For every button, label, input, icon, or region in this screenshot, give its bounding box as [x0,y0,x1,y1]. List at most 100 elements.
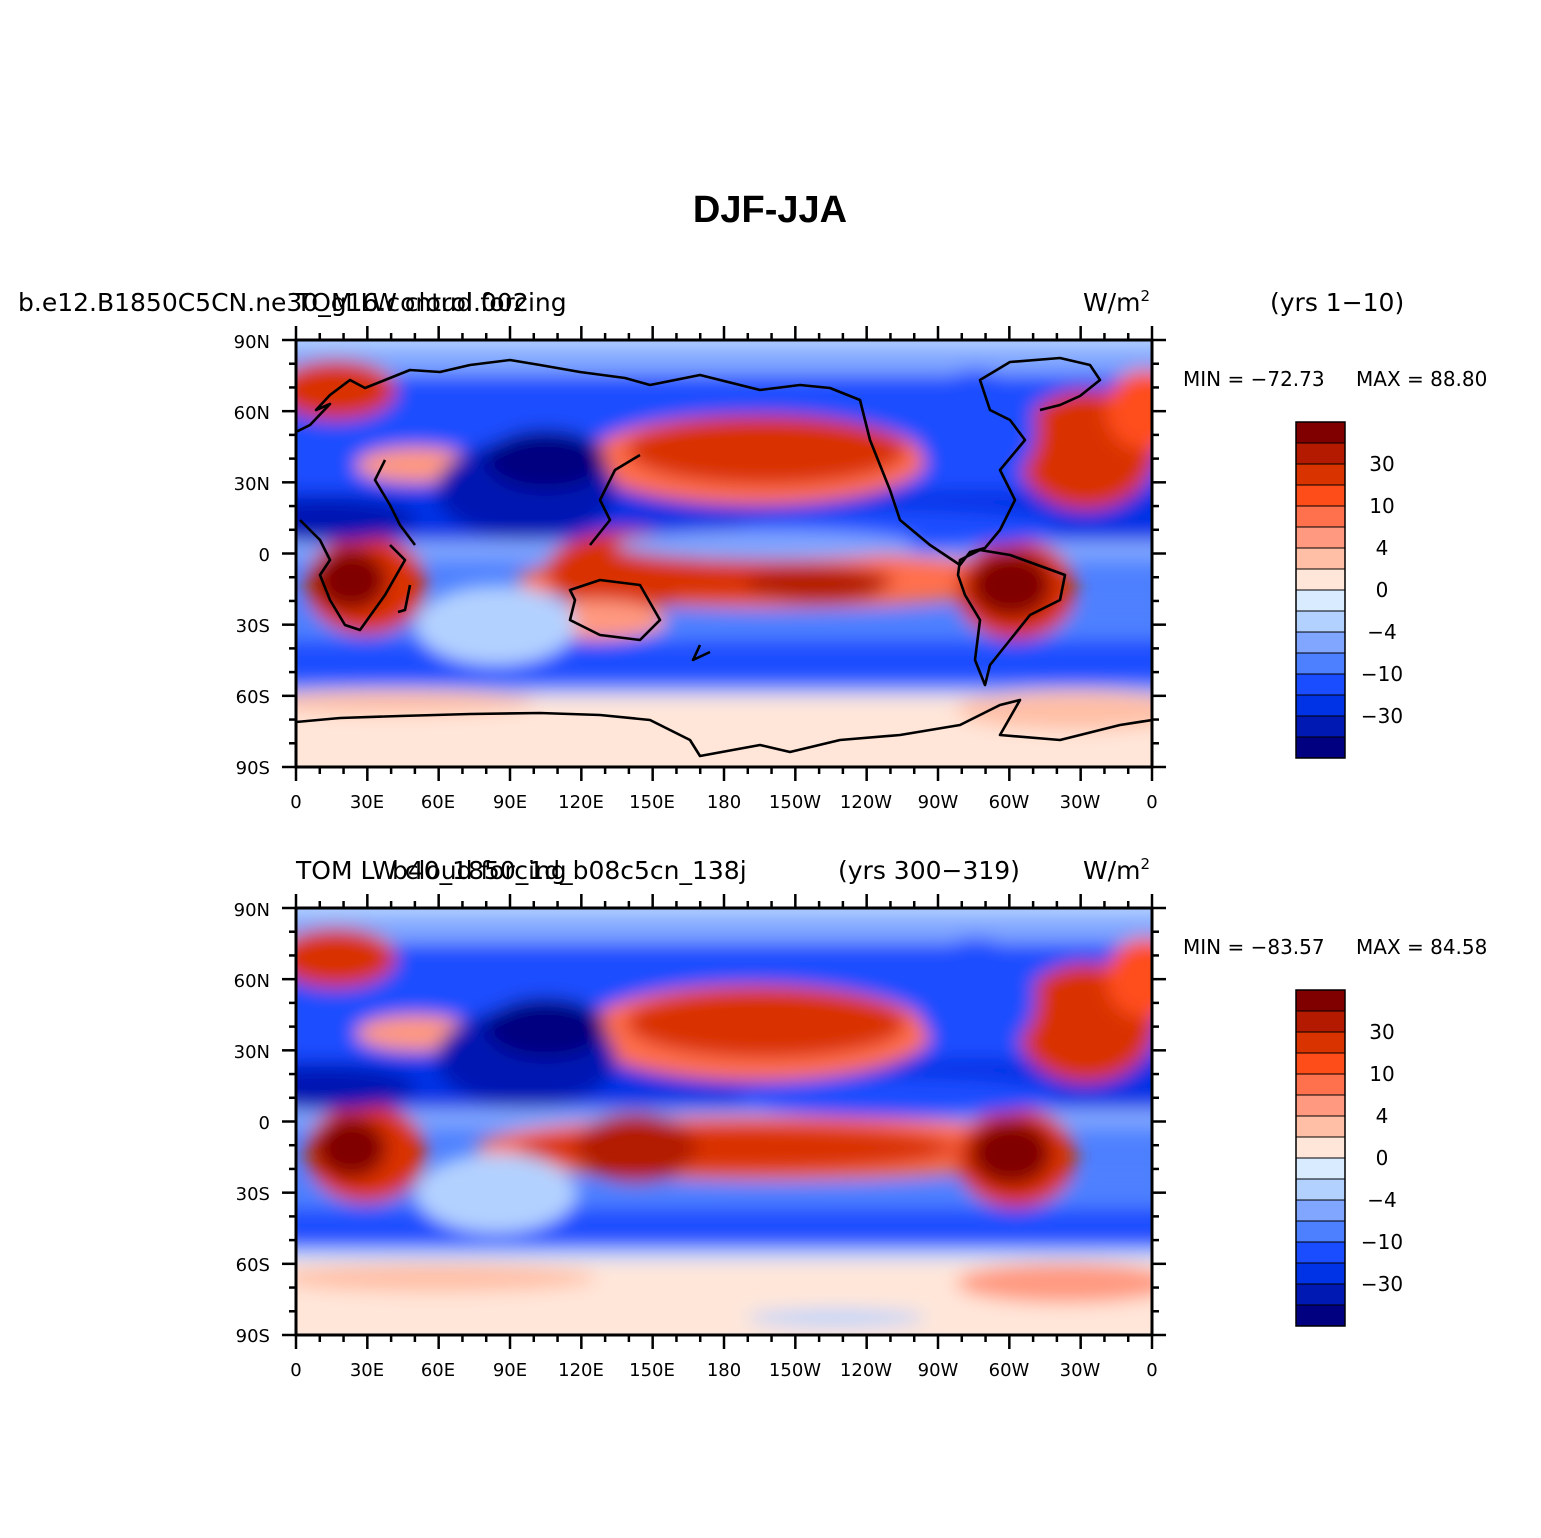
max-label: MAX = 84.58 [1356,935,1487,959]
x-axis-labels: 0 30E 60E 90E 120E 150E 180 150W 120W 90… [290,792,1157,813]
map-panel-test: TOM LW cloud forcing b40_1850_1d_b08c5cn… [234,855,1488,1381]
x-tick-label: 30W [1060,1360,1101,1381]
filled-contour-field [296,340,1152,767]
panel-case-name: b40_1850_1d_b08c5cn_138j [392,856,747,885]
panel-units: W/m2 [1083,287,1150,317]
x-tick-label: 150W [769,792,821,813]
colorbar-swatch [1295,1199,1346,1222]
colorbar-swatch [1295,1073,1346,1096]
coastlines [296,356,1152,758]
figure-title: DJF-JJA [693,189,847,231]
y-tick-label: 90N [234,900,270,921]
panel-years: (yrs 300−319) [838,856,1020,885]
colorbar-label: −10 [1361,662,1403,686]
x-tick-label: 150E [629,1360,675,1381]
colorbar-label: 0 [1376,1146,1389,1170]
colorbar-swatch [1295,589,1346,612]
x-tick-label: 180 [707,792,741,813]
y-tick-label: 60S [236,1255,270,1276]
x-tick-label: 0 [1146,792,1157,813]
colorbar-swatch [1295,673,1346,696]
colorbar-label: 4 [1376,536,1389,560]
colorbar-swatch [1295,1052,1346,1075]
y-tick-label: 60N [234,971,270,992]
colorbar-swatch [1295,505,1346,528]
min-label: MIN = −83.57 [1183,935,1325,959]
colorbar-label: 10 [1369,1062,1394,1086]
x-tick-label: 90E [493,1360,527,1381]
map-frame [282,326,1166,781]
colorbar-swatch [1295,1031,1346,1054]
colorbar [1295,989,1346,1327]
x-tick-label: 0 [1146,1360,1157,1381]
colorbar-label: 30 [1369,1020,1394,1044]
colorbar-swatch [1295,484,1346,507]
colorbar-swatch [1295,463,1346,486]
x-tick-label: 60E [421,792,455,813]
colorbar-label: −4 [1367,620,1396,644]
y-tick-label: 30S [236,616,270,637]
colorbar-swatch [1295,631,1346,654]
x-tick-label: 120E [558,1360,604,1381]
x-axis-labels: 0 30E 60E 90E 120E 150E 180 150W 120W 90… [290,1360,1157,1381]
colorbar-label: 4 [1376,1104,1389,1128]
colorbar-swatch [1295,694,1346,717]
axis-ticks [282,326,1166,781]
colorbar-swatch [1295,568,1346,591]
colorbar [1295,421,1346,759]
colorbar-swatch [1295,1178,1346,1201]
x-tick-label: 150E [629,792,675,813]
axis-ticks [282,894,1166,1349]
y-tick-label: 90S [236,1326,270,1347]
y-tick-label: 60N [234,403,270,424]
colorbar-swatch [1295,1094,1346,1117]
colorbar-swatch [1295,1157,1346,1180]
panel-case-name: b.e12.B1850C5CN.ne30_g16.control.002 [18,288,529,317]
x-tick-label: 180 [707,1360,741,1381]
y-axis-labels: 90N 60N 30N 0 30S 60S 90S [234,900,270,1347]
x-tick-label: 120E [558,792,604,813]
colorbar-swatch [1295,1283,1346,1306]
y-tick-label: 30N [234,1042,270,1063]
colorbar-swatch [1295,1136,1346,1159]
x-tick-label: 30E [350,1360,384,1381]
colorbar-labels: 30 10 4 0 −4 −10 −30 [1361,1020,1403,1296]
panel-variable: TOM LW cloud forcing [295,856,567,885]
x-tick-label: 90W [918,1360,959,1381]
y-tick-label: 0 [259,545,270,566]
colorbar-label: −10 [1361,1230,1403,1254]
colorbar-outline [1295,989,1346,1327]
colorbar-swatch [1295,1115,1346,1138]
min-label: MIN = −72.73 [1183,367,1325,391]
colorbar-label: −4 [1367,1188,1396,1212]
colorbar-swatch [1295,715,1346,738]
y-tick-label: 30N [234,474,270,495]
panel-units-base: W/m [1083,288,1141,317]
x-tick-label: 120W [840,1360,892,1381]
x-tick-label: 90E [493,792,527,813]
panel-units-exp: 2 [1140,855,1150,873]
x-tick-label: 120W [840,792,892,813]
map-frame [282,894,1166,1349]
colorbar-label: −30 [1361,704,1403,728]
panel-variable: TOM LW cloud forcing [295,288,567,317]
panel-units-base: W/m [1083,856,1141,885]
max-label: MAX = 88.80 [1356,367,1487,391]
x-tick-label: 30E [350,792,384,813]
colorbar-swatch [1295,736,1346,759]
y-tick-label: 0 [259,1113,270,1134]
colorbar-label: 0 [1376,578,1389,602]
colorbar-label: 30 [1369,452,1394,476]
panel-units: W/m2 [1083,855,1150,885]
x-tick-label: 60E [421,1360,455,1381]
filled-contour-field [296,908,1152,1335]
colorbar-swatch [1295,442,1346,465]
colorbar-label: −30 [1361,1272,1403,1296]
x-tick-label: 150W [769,1360,821,1381]
colorbar-swatch [1295,547,1346,570]
colorbar-swatch [1295,1262,1346,1285]
colorbar-outline [1295,421,1346,759]
colorbar-swatch [1295,1304,1346,1327]
